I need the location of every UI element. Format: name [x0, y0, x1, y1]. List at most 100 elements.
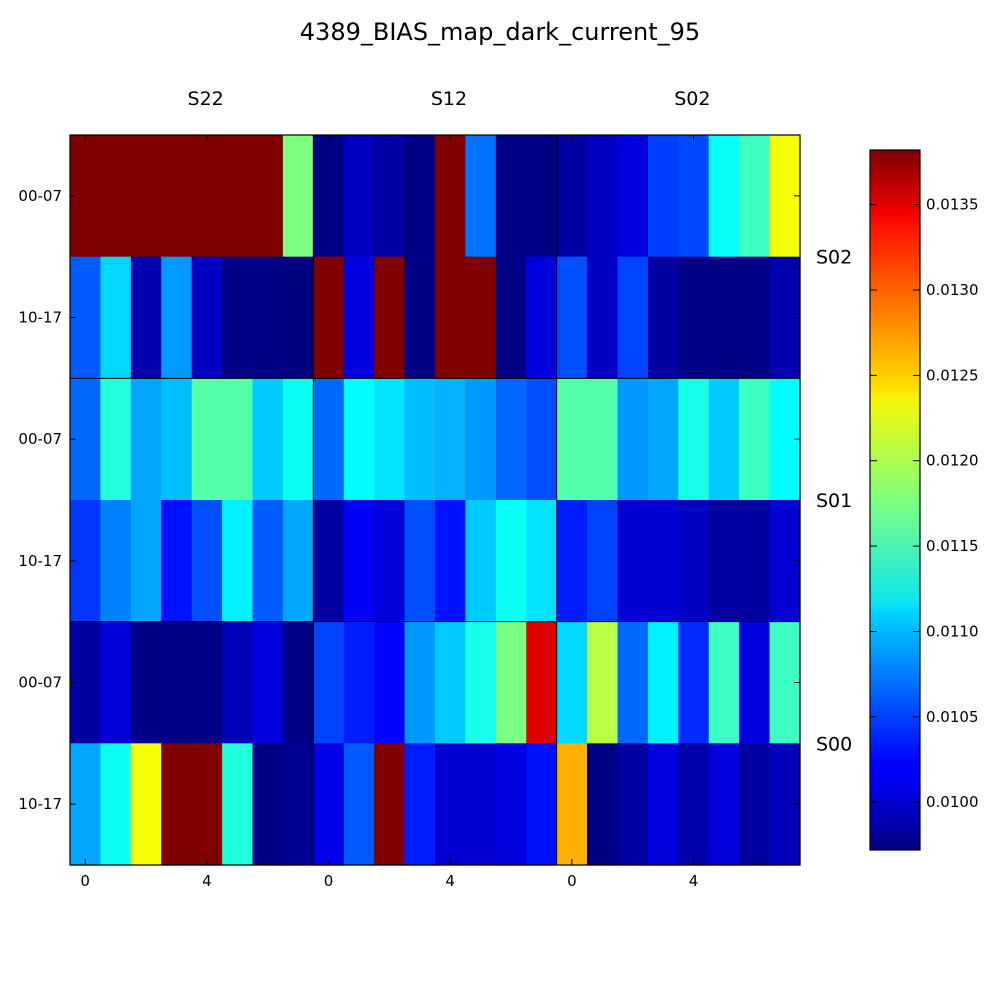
colorbar-tick-label: 0.0115	[926, 537, 979, 555]
x-tick-label: 4	[445, 872, 455, 890]
row-tick-label: 00-07	[18, 674, 62, 692]
colorbar-tick-label: 0.0120	[926, 452, 979, 470]
heatmap-cell	[222, 621, 254, 744]
colorbar-tick-label: 0.0135	[926, 196, 979, 214]
colorbar-tick-label: 0.0105	[926, 708, 979, 726]
heatmap-cell	[495, 256, 527, 379]
heatmap-cell	[191, 256, 223, 379]
colorbar-tick-label: 0.0125	[926, 366, 979, 384]
heatmap-cell	[617, 135, 649, 258]
heatmap-cell	[222, 378, 254, 501]
heatmap-cell	[678, 135, 710, 258]
heatmap-cell	[495, 378, 527, 501]
column-group-label: S02	[674, 88, 710, 110]
heatmap-cell	[647, 378, 679, 501]
heatmap-cell	[252, 743, 284, 866]
heatmap-cell	[617, 256, 649, 379]
heatmap-cell	[100, 621, 132, 744]
heatmap-cell	[130, 500, 162, 623]
heatmap-cell	[526, 621, 558, 744]
heatmap-cell	[130, 135, 162, 258]
heatmap-cell	[252, 378, 284, 501]
heatmap-cell	[465, 378, 497, 501]
heatmap-cell	[343, 621, 375, 744]
heatmap-cell	[556, 500, 588, 623]
heatmap-cell	[252, 135, 284, 258]
heatmap-cell	[678, 256, 710, 379]
x-tick-label: 0	[567, 872, 577, 890]
heatmap-cell	[404, 743, 436, 866]
row-group-labels: S02 S01 S00	[816, 247, 852, 756]
column-group-labels: S22 S12 S02	[188, 88, 711, 110]
heatmap-cell	[587, 135, 619, 258]
heatmap-cell	[708, 500, 740, 623]
heatmap-cell	[708, 621, 740, 744]
heatmap-cell	[708, 135, 740, 258]
heatmap-cell	[282, 256, 314, 379]
heatmap-cell	[282, 621, 314, 744]
heatmap-cell	[678, 621, 710, 744]
x-tick-label: 0	[324, 872, 334, 890]
heatmap-cell	[647, 135, 679, 258]
heatmap-cell	[404, 135, 436, 258]
colorbar-ticks: 0.0100 0.0105 0.0110 0.0115 0.0120 0.0125 0.01…	[870, 196, 979, 811]
heatmap-cell	[587, 621, 619, 744]
heatmap-cell	[465, 743, 497, 866]
colorbar-tick-label: 0.0110	[926, 622, 979, 640]
heatmap-cell	[647, 500, 679, 623]
heatmap-cell	[252, 621, 284, 744]
heatmap-cell	[343, 256, 375, 379]
row-tick-label: 00-07	[18, 430, 62, 448]
row-group-label: S02	[816, 247, 852, 269]
heatmap-cell	[343, 743, 375, 866]
heatmap-cell	[191, 378, 223, 501]
heatmap-cell	[130, 621, 162, 744]
heatmap-cell	[404, 256, 436, 379]
heatmap-cell	[495, 621, 527, 744]
heatmap-cell	[556, 621, 588, 744]
heatmap-cell	[100, 135, 132, 258]
colorbar-tick-label: 0.0130	[926, 281, 979, 299]
heatmap-cell	[678, 500, 710, 623]
heatmap-cell	[678, 743, 710, 866]
heatmap-cell	[222, 500, 254, 623]
row-group-label: S00	[816, 733, 852, 755]
row-tick-label: 10-17	[18, 552, 62, 570]
heatmap-cell	[161, 256, 193, 379]
heatmap-cell	[526, 135, 558, 258]
heatmap-cell	[343, 135, 375, 258]
colorbar: 0.0100 0.0105 0.0110 0.0115 0.0120 0.0125 0.01…	[869, 149, 979, 851]
x-tick-labels: 0 4 0 4 0 4	[80, 872, 698, 890]
heatmap-cell	[587, 743, 619, 866]
heatmap-cell	[130, 256, 162, 379]
row-group-label: S01	[816, 490, 852, 512]
axis-ticks	[70, 135, 800, 865]
chart-title: 4389_BIAS_map_dark_current_95	[300, 18, 700, 46]
heatmap-cell	[161, 621, 193, 744]
heatmap-cell	[495, 743, 527, 866]
heatmap-cell	[252, 500, 284, 623]
heatmap-cell	[526, 500, 558, 623]
heatmap-cell	[282, 500, 314, 623]
heatmap-cell	[404, 500, 436, 623]
heatmap-cell	[191, 621, 223, 744]
heatmap-cell	[100, 378, 132, 501]
heatmap-cell	[556, 135, 588, 258]
heatmap-cell	[708, 743, 740, 866]
heatmap-cell	[495, 135, 527, 258]
x-tick-label: 4	[202, 872, 212, 890]
heatmap-cell	[617, 500, 649, 623]
column-group-label: S12	[431, 88, 467, 110]
heatmap-cell	[100, 256, 132, 379]
heatmap-cell	[191, 500, 223, 623]
heatmap-cell	[465, 256, 497, 379]
heatmap-cell	[587, 500, 619, 623]
heatmap-cell	[495, 500, 527, 623]
heatmap-cell	[708, 256, 740, 379]
heatmap-cell	[252, 256, 284, 379]
heatmap-cell	[556, 743, 588, 866]
heatmap-cell	[130, 743, 162, 866]
heatmap-cell	[465, 621, 497, 744]
heatmap-cell	[739, 500, 771, 623]
